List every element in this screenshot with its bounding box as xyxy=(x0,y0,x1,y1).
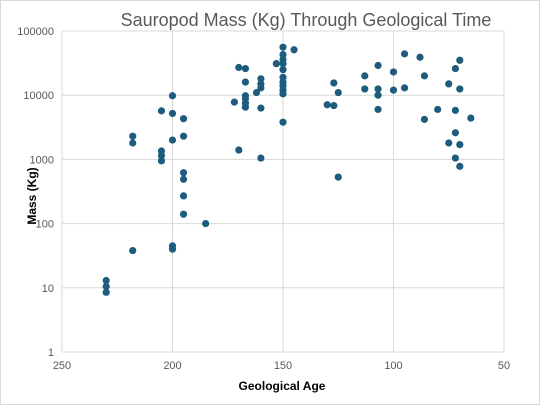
x-tick-label: 50 xyxy=(498,360,510,372)
y-tick-label: 10000 xyxy=(23,90,54,102)
data-point xyxy=(279,60,287,68)
data-point xyxy=(361,85,369,93)
data-point xyxy=(467,114,475,122)
data-point xyxy=(389,68,398,76)
data-point xyxy=(323,101,331,109)
data-point xyxy=(416,53,424,61)
data-point xyxy=(102,288,110,296)
data-point xyxy=(179,210,188,218)
data-point xyxy=(389,86,398,94)
data-point xyxy=(279,66,287,74)
data-point xyxy=(129,132,137,140)
data-point xyxy=(257,75,265,83)
y-axis-title: Mass (Kg) xyxy=(25,167,39,224)
data-point xyxy=(279,118,287,126)
data-point xyxy=(420,72,429,80)
data-point xyxy=(374,61,382,70)
y-tick-label: 1 xyxy=(48,347,54,359)
data-point xyxy=(290,46,298,54)
data-point xyxy=(257,154,265,162)
data-point xyxy=(330,101,338,110)
data-point xyxy=(129,139,137,147)
data-point xyxy=(179,175,188,183)
data-point xyxy=(241,78,250,86)
data-point xyxy=(102,276,110,285)
data-point xyxy=(279,90,287,98)
x-tick-label: 200 xyxy=(163,360,181,372)
data-point xyxy=(456,141,464,149)
x-tick-label: 150 xyxy=(274,360,292,372)
data-point xyxy=(168,245,177,253)
data-point xyxy=(252,88,261,97)
data-point xyxy=(235,63,243,72)
data-point xyxy=(168,109,177,118)
data-point xyxy=(456,85,464,93)
y-tick-label: 10 xyxy=(42,283,54,295)
data-point xyxy=(272,60,280,68)
data-point xyxy=(451,106,459,114)
data-point xyxy=(129,246,137,255)
data-point xyxy=(400,50,409,58)
data-point xyxy=(102,282,110,291)
y-tick-label: 100 xyxy=(36,219,54,231)
data-point xyxy=(202,220,210,228)
data-point xyxy=(241,103,250,111)
y-tick-label: 1000 xyxy=(30,154,54,166)
data-point xyxy=(456,56,464,64)
data-points xyxy=(102,43,475,296)
data-point xyxy=(235,146,243,154)
data-point xyxy=(451,64,459,73)
data-point xyxy=(157,151,166,160)
data-point xyxy=(374,105,382,114)
data-point xyxy=(334,173,342,181)
data-point xyxy=(330,79,338,87)
data-point xyxy=(168,92,177,100)
y-tick-label: 100000 xyxy=(17,26,54,38)
data-point xyxy=(157,157,166,165)
data-point xyxy=(420,115,429,123)
data-point xyxy=(279,43,287,51)
data-point xyxy=(434,105,442,114)
data-point xyxy=(361,72,369,80)
x-tick-label: 250 xyxy=(53,360,71,372)
data-point xyxy=(456,162,464,170)
data-point xyxy=(445,80,453,88)
data-point xyxy=(451,129,459,137)
x-axis-title: Geological Age xyxy=(239,379,326,393)
data-point xyxy=(374,91,382,99)
data-point xyxy=(374,85,382,93)
data-point xyxy=(168,136,177,144)
chart-title: Sauropod Mass (Kg) Through Geological Ti… xyxy=(121,10,492,30)
data-point xyxy=(257,84,265,92)
data-point xyxy=(445,139,453,147)
data-point xyxy=(230,98,238,106)
data-point xyxy=(334,88,342,97)
data-point xyxy=(257,104,265,112)
x-tick-label: 100 xyxy=(384,360,402,372)
data-point xyxy=(451,154,459,162)
data-point xyxy=(179,192,188,200)
data-point xyxy=(241,64,250,73)
data-point xyxy=(279,50,287,59)
data-point xyxy=(179,115,188,123)
data-point xyxy=(179,132,188,140)
data-point xyxy=(400,84,409,92)
data-point xyxy=(157,107,166,115)
data-point xyxy=(179,169,188,177)
tick-labels: 1 10 100 1000 10000 100000 250 200 150 100 50 xyxy=(17,26,510,372)
